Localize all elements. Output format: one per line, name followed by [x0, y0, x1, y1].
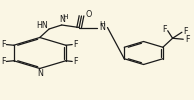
Text: F: F — [73, 57, 78, 66]
Text: N: N — [37, 70, 43, 78]
Text: F: F — [162, 25, 166, 34]
Text: N: N — [60, 15, 66, 24]
Text: F: F — [1, 57, 5, 66]
Text: F: F — [185, 35, 190, 44]
Text: F: F — [184, 26, 188, 36]
Text: HN: HN — [36, 22, 48, 30]
Text: O: O — [85, 10, 91, 19]
Text: H: H — [62, 14, 68, 20]
Text: F: F — [1, 40, 5, 49]
Text: H: H — [100, 22, 105, 28]
Text: N: N — [99, 22, 105, 32]
Text: F: F — [73, 40, 78, 49]
